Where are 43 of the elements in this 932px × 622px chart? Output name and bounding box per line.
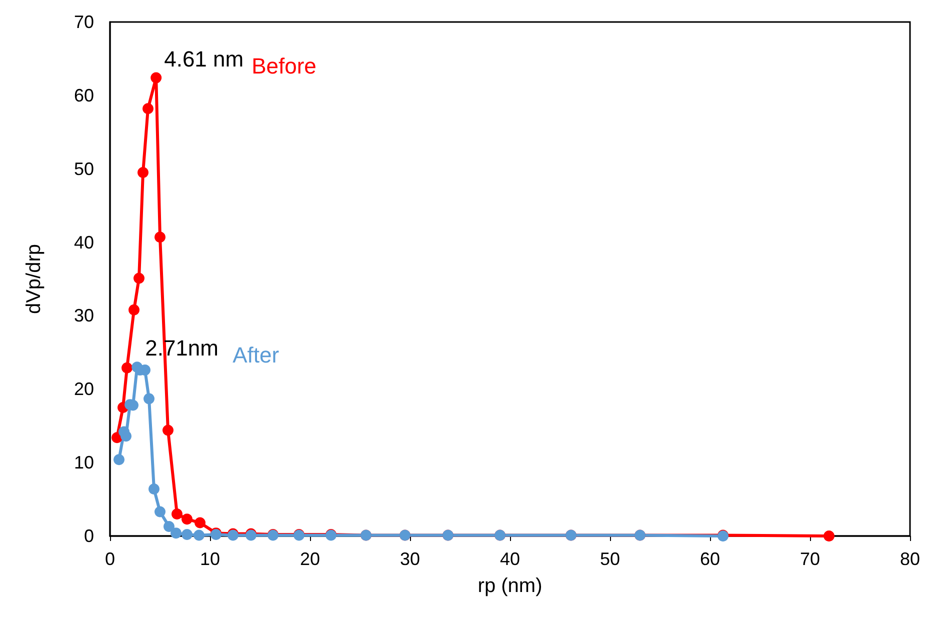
y-tick-label: 10 (74, 452, 94, 473)
y-axis-title: dVp/drp (23, 244, 45, 314)
point (114, 454, 124, 466)
text: After (232, 342, 280, 368)
point (144, 393, 154, 404)
point (182, 514, 192, 525)
annotation: 4.61 nm (164, 46, 244, 72)
point (824, 530, 834, 542)
point (170, 528, 182, 539)
x-tick-label: 10 (200, 549, 220, 569)
point (142, 103, 154, 114)
x-tick-label: 60 (700, 549, 720, 569)
x-axis-title: rp (nm) (478, 575, 542, 597)
point (150, 72, 162, 84)
x-tick-label: 80 (900, 549, 920, 569)
point (194, 517, 206, 528)
point (148, 484, 160, 495)
point (182, 529, 192, 540)
point (134, 272, 144, 284)
point (172, 508, 182, 520)
point (122, 362, 132, 374)
point (154, 232, 166, 243)
y-tick-label: 50 (74, 158, 94, 179)
y-tick-label: 70 (74, 12, 94, 32)
y-tick-label: 0 (84, 526, 94, 546)
x-tick-label: 70 (800, 549, 820, 569)
x-tick-label: 20 (300, 549, 320, 569)
point (120, 430, 132, 442)
y-tick-label: 40 (74, 232, 94, 252)
y-tick-label: 20 (74, 379, 94, 400)
x-tick-label: 40 (500, 549, 520, 569)
point (194, 530, 204, 541)
point (138, 167, 148, 178)
text: Before (252, 53, 316, 78)
point (154, 506, 166, 518)
point (128, 304, 140, 316)
y-tick-label: 60 (74, 85, 94, 106)
point (164, 520, 174, 532)
x-tick-label: 50 (600, 549, 620, 569)
x-tick-label: 30 (400, 549, 420, 569)
y-tick-label: 30 (74, 306, 94, 326)
point (162, 424, 174, 436)
x-tick-label: 0 (104, 549, 116, 569)
